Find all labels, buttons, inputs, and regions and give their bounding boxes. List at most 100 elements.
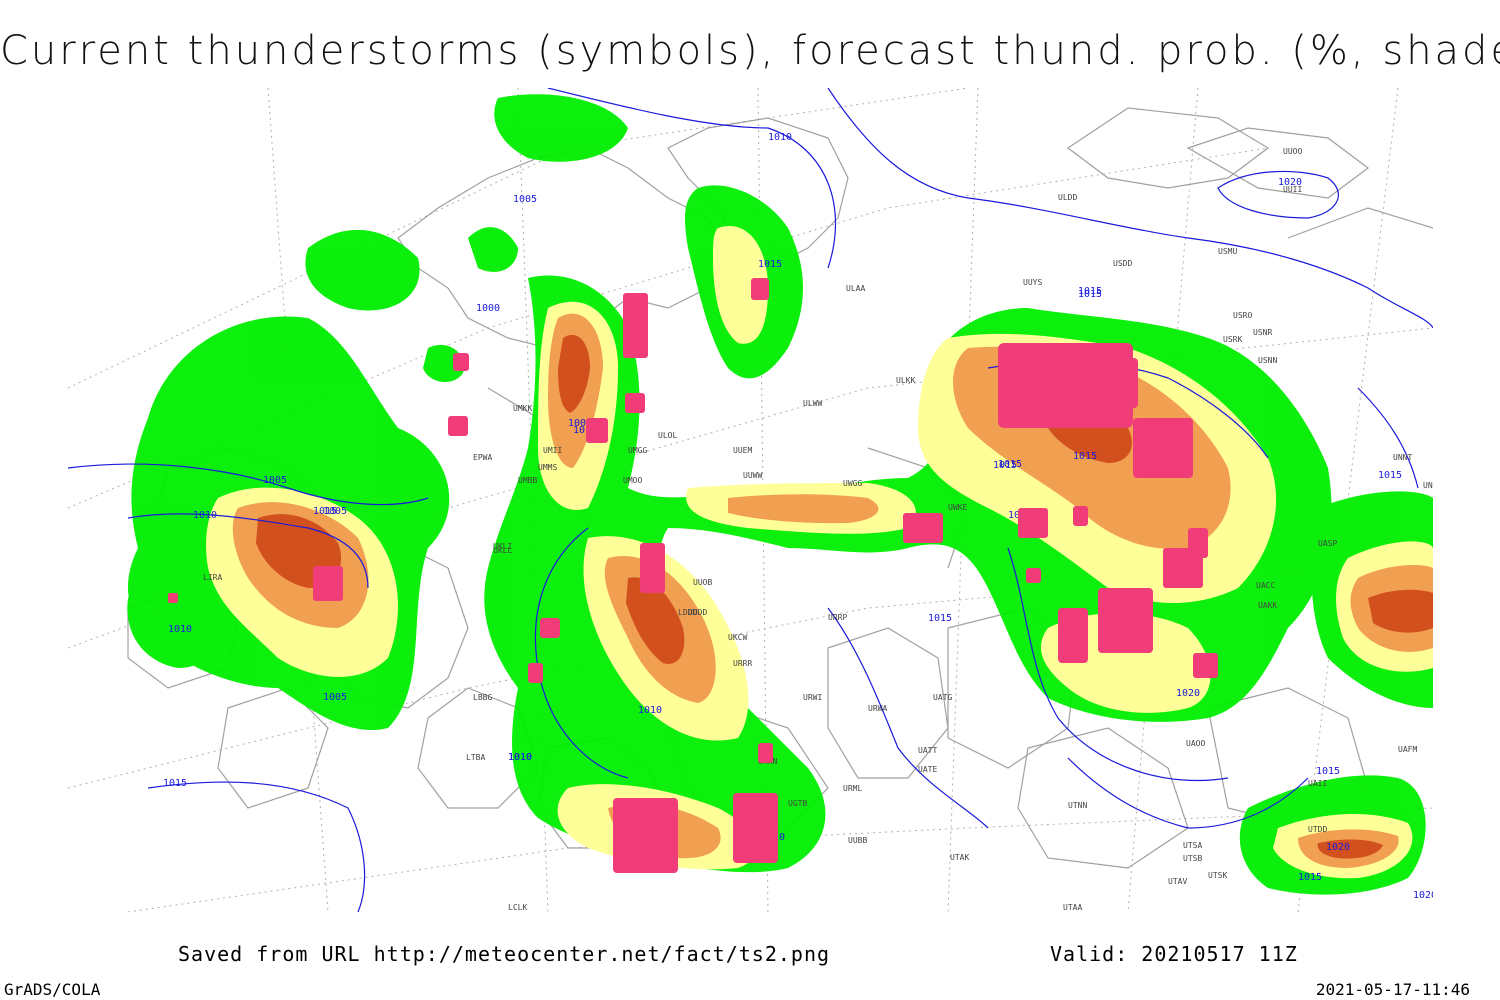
storm-cluster xyxy=(751,278,769,300)
isobar-label: 1015 xyxy=(993,460,1017,471)
isobar-label: 1020 xyxy=(1326,842,1350,853)
station-label: LTBA xyxy=(466,753,485,762)
station-label: UNBB xyxy=(1423,481,1433,490)
station-label: UTAV xyxy=(1168,877,1187,886)
isobar-label: 1015 xyxy=(998,459,1022,470)
station-label: UTSA xyxy=(1183,841,1202,850)
storm-cluster xyxy=(1026,568,1041,583)
isobar-label: 1010 xyxy=(508,752,532,763)
storm-symbols xyxy=(168,278,1218,873)
isobar-label: 1015 xyxy=(1078,289,1102,300)
isobar-label: 1015 xyxy=(1316,766,1340,777)
isobar-label: 1010 xyxy=(508,752,532,763)
station-label: UKLL xyxy=(493,546,512,555)
station-label: URML xyxy=(843,784,862,793)
station-label: UAOO xyxy=(1186,739,1205,748)
station-label: UUWW xyxy=(743,471,762,480)
isobar-label: 1010 xyxy=(193,510,217,521)
storm-cluster xyxy=(903,513,943,543)
isobar-label: 1015 xyxy=(758,259,782,270)
storm-cluster xyxy=(733,793,778,863)
isobar-label: 1015 xyxy=(1298,872,1322,883)
forecast-map: 1010100510151000101510101005101010051015… xyxy=(68,88,1433,912)
chart-title: Current thunderstorms (symbols), forecas… xyxy=(0,28,1500,74)
isobars xyxy=(68,88,1433,912)
storm-cluster xyxy=(528,663,543,683)
station-label: UUII xyxy=(1283,185,1302,194)
station-label: UMII xyxy=(543,446,562,455)
station-label: UACC xyxy=(1256,581,1275,590)
isobar-label: 1015 xyxy=(1078,286,1102,297)
station-label: UMGG xyxy=(628,446,647,455)
storm-cluster xyxy=(1108,358,1138,408)
station-label: ULKK xyxy=(896,376,915,385)
station-label: UMOO xyxy=(623,476,642,485)
station-label: USDD xyxy=(1113,259,1132,268)
station-label: ULOL xyxy=(658,431,677,440)
station-label: UKCW xyxy=(728,633,747,642)
isobar-label: 1010 xyxy=(168,624,192,635)
storm-cluster xyxy=(1193,653,1218,678)
timestamp: 2021-05-17-11:46 xyxy=(1315,980,1470,999)
storm-cluster xyxy=(613,798,678,873)
storm-cluster xyxy=(1073,506,1088,526)
storm-cluster xyxy=(1098,588,1153,653)
isobar-label: 1005 xyxy=(568,418,592,429)
isobar-label: 1015 xyxy=(313,506,337,517)
storm-cluster xyxy=(448,416,468,436)
isobar-label: 1020 xyxy=(1176,688,1200,699)
isobar-label: 1020 xyxy=(1278,177,1302,188)
isobar-label: 1010 xyxy=(573,425,597,436)
storm-cluster xyxy=(625,393,645,413)
station-label: UTDD xyxy=(1308,825,1327,834)
station-label: UGTB xyxy=(788,799,807,808)
station-label: LCLK xyxy=(508,903,527,912)
storm-cluster xyxy=(758,743,773,763)
station-label: UUOB xyxy=(693,578,712,587)
isobar-label: 1015 xyxy=(1378,470,1402,481)
saved-from-url: Saved from URL http://meteocenter.net/fa… xyxy=(178,942,831,966)
station-label: ULAA xyxy=(846,284,865,293)
isobar-label: 1000 xyxy=(476,303,500,314)
storm-cluster xyxy=(313,566,343,601)
station-label: UMKK xyxy=(513,404,532,413)
station-label: UAFM xyxy=(1398,745,1417,754)
station-label: USNR xyxy=(1253,328,1272,337)
storm-cluster xyxy=(1188,528,1208,558)
isobar-labels: 1010100510151000101510101005101010051015… xyxy=(163,132,1433,901)
isobar-label: 1010 xyxy=(638,705,662,716)
isobar-label: 1005 xyxy=(323,692,347,703)
map-panel: 1010100510151000101510101005101010051015… xyxy=(68,88,1433,912)
station-label: UKLI xyxy=(493,542,512,551)
station-label: UUYS xyxy=(1023,278,1042,287)
station-label: UUEM xyxy=(733,446,752,455)
station-label: UAII xyxy=(1308,779,1327,788)
isobar-label: 1015 xyxy=(163,778,187,789)
storm-cluster xyxy=(586,418,608,443)
station-label: URWA xyxy=(868,704,887,713)
isobar-label: 1005 xyxy=(513,194,537,205)
station-label: UTNN xyxy=(1068,801,1087,810)
credits: GrADS/COLA xyxy=(4,980,101,999)
station-label: UMBB xyxy=(518,476,537,485)
station-label: EPWA xyxy=(473,453,492,462)
station-label: UWGG xyxy=(843,479,862,488)
storm-cluster xyxy=(540,618,560,638)
station-label: USNN xyxy=(1258,356,1277,365)
isobar-label: 1005 xyxy=(263,475,287,486)
station-label: UASP xyxy=(1318,539,1337,548)
station-label: UWKE xyxy=(948,503,967,512)
station-label: UTAA xyxy=(1063,903,1082,912)
storm-cluster xyxy=(453,353,469,371)
station-label: UMMS xyxy=(538,463,557,472)
isobar-label: 1010 xyxy=(768,132,792,143)
station-label: UUBB xyxy=(848,836,867,845)
storm-cluster xyxy=(168,593,178,603)
storm-cluster xyxy=(640,543,665,593)
station-labels: ULDD UUYS USDD USMU ULAA UUOO UUII USRO USRK USNR… xyxy=(203,147,1433,912)
isobar-label: 1005 xyxy=(323,506,347,517)
isobar-label: 1015 xyxy=(928,613,952,624)
station-label: UNNT xyxy=(1393,453,1412,462)
station-label: LDDD xyxy=(678,608,697,617)
station-label: UTAK xyxy=(950,853,969,862)
